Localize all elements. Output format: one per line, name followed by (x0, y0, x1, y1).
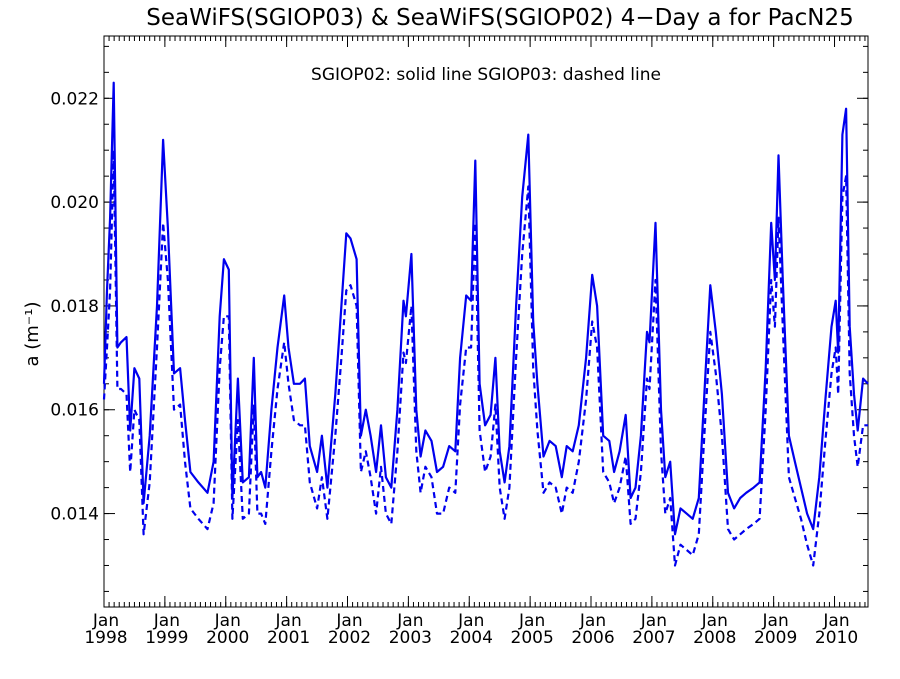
x-tick-year-label: 2010 (815, 628, 858, 648)
y-tick-label: 0.018 (50, 297, 99, 317)
x-tick-year-label: 2008 (693, 628, 736, 648)
x-tick-year-label: 2009 (754, 628, 797, 648)
y-axis-label: a (m⁻¹) (22, 301, 43, 366)
x-tick-month-label: Jan (701, 611, 728, 631)
x-tick-month-label: Jan (396, 611, 423, 631)
x-tick-month-label: Jan (92, 611, 119, 631)
x-tick-month-label: Jan (335, 611, 362, 631)
x-tick-year-label: 2001 (267, 628, 310, 648)
y-tick-label: 0.022 (50, 89, 99, 109)
x-tick-year-label: 1999 (145, 628, 188, 648)
x-tick-month-label: Jan (153, 611, 180, 631)
x-tick-year-label: 2004 (450, 628, 493, 648)
x-tick-month-label: Jan (518, 611, 545, 631)
x-tick-month-label: Jan (214, 611, 241, 631)
x-tick-month-label: Jan (822, 611, 849, 631)
plot-frame (103, 35, 869, 608)
series-layer (102, 81, 869, 567)
y-tick-label: 0.014 (50, 505, 99, 525)
chart-title: SeaWiFS(SGIOP03) & SeaWiFS(SGIOP02) 4−Da… (146, 5, 853, 31)
y-axis-label-text: a (m⁻¹) (22, 301, 43, 366)
x-tick-year-label: 1998 (84, 628, 127, 648)
series-line-sgiop03 (102, 149, 868, 567)
x-tick-month-label: Jan (275, 611, 302, 631)
legend-annotation: SGIOP02: solid line SGIOP03: dashed line (311, 65, 661, 85)
x-tick-year-label: 2006 (571, 628, 614, 648)
y-tick-label: 0.020 (50, 193, 99, 213)
axes-layer (103, 35, 869, 608)
y-tick-label: 0.016 (50, 401, 99, 421)
x-tick-year-label: 2003 (389, 628, 432, 648)
series-line-sgiop02 (102, 81, 869, 536)
x-tick-year-label: 2002 (328, 628, 371, 648)
x-tick-month-label: Jan (762, 611, 789, 631)
x-tick-month-label: Jan (457, 611, 484, 631)
x-tick-year-label: 2005 (511, 628, 554, 648)
x-tick-month-label: Jan (579, 611, 606, 631)
x-tick-year-label: 2007 (632, 628, 675, 648)
x-tick-month-label: Jan (640, 611, 667, 631)
x-tick-year-label: 2000 (206, 628, 249, 648)
tick-label-layer: 0.0140.0160.0180.0200.022Jan1998Jan1999J… (50, 89, 858, 648)
